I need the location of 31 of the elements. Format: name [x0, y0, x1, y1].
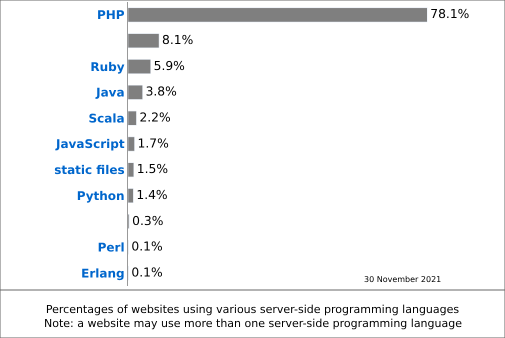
y-tick-label: JavaScript — [54, 137, 125, 152]
bar — [128, 188, 134, 203]
data-label: 0.3% — [132, 214, 164, 228]
data-label: 1.4% — [136, 188, 168, 202]
text: Percentages of websites using various server-side programming languages — [46, 302, 460, 316]
y-tick-label: Scala — [88, 111, 125, 126]
bar — [128, 162, 134, 178]
data-label: 1.5% — [136, 162, 168, 176]
y-tick-label: static files — [54, 163, 125, 178]
data-label: 78.1% — [430, 7, 470, 22]
bar — [128, 59, 151, 74]
y-tick-label: PHP — [96, 8, 125, 22]
y-tick-label: Erlang — [81, 266, 125, 280]
data-label: 8.1% — [162, 33, 194, 48]
text: Note: a website may use more than one server-side programming language — [44, 317, 462, 330]
y-tick-label: Python — [76, 188, 125, 203]
bar — [128, 110, 137, 126]
bar — [128, 33, 160, 48]
data-label: 2.2% — [139, 110, 171, 124]
y-tick-label: Java — [95, 86, 125, 100]
data-label: 1.7% — [138, 136, 169, 150]
annotation: 30 November 2021 — [364, 275, 442, 284]
data-label: 3.8% — [146, 84, 177, 99]
bar — [128, 85, 143, 100]
bar — [128, 8, 428, 22]
y-tick-label: Ruby — [90, 60, 125, 74]
data-label: 0.1% — [131, 265, 163, 280]
data-label: 0.1% — [131, 240, 163, 254]
y-tick-label: Perl — [98, 240, 125, 254]
data-label: 5.9% — [154, 58, 185, 73]
bar — [128, 136, 135, 152]
